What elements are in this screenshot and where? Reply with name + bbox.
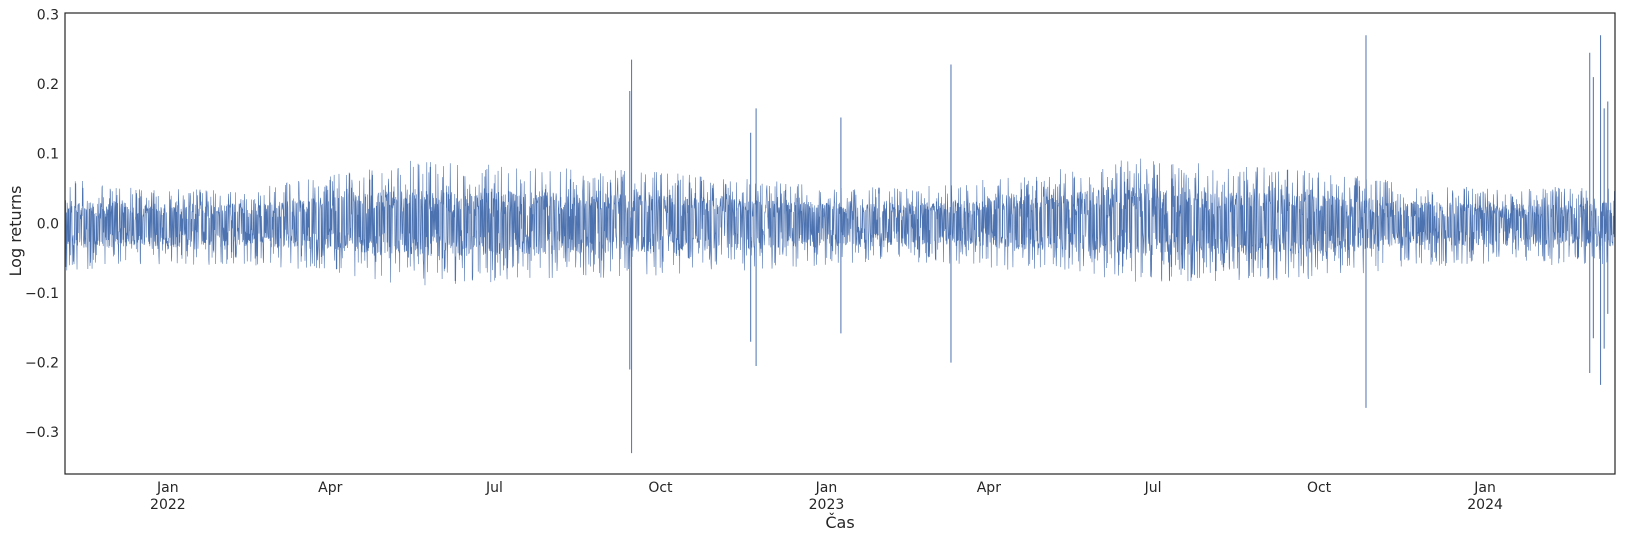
y-axis: 0.3 0.2 0.1 0.0 −0.1 −0.2 −0.3	[25, 7, 59, 441]
x-tick-year-label: 2022	[150, 497, 186, 513]
x-tick-label: Apr	[977, 480, 1001, 496]
y-tick-label: 0.1	[37, 147, 59, 163]
x-tick-label: Jul	[485, 480, 503, 496]
x-tick-label: Jan	[815, 480, 838, 496]
y-axis-label: Log returns	[6, 186, 25, 277]
x-tick-label: Jan	[156, 480, 179, 496]
x-tick-label: Oct	[1307, 480, 1332, 496]
y-tick-label: −0.3	[25, 425, 59, 441]
series-line	[64, 158, 1616, 286]
y-tick-label: 0.3	[37, 7, 59, 23]
y-tick-label: 0.2	[37, 77, 59, 93]
x-tick-label: Jan	[1473, 480, 1496, 496]
x-tick-label: Oct	[648, 480, 673, 496]
x-tick-year-label: 2023	[809, 497, 845, 513]
y-tick-label: −0.2	[25, 356, 59, 372]
y-tick-label: 0.0	[37, 216, 59, 232]
x-tick-label: Apr	[318, 480, 342, 496]
x-tick-label: Jul	[1144, 480, 1162, 496]
x-axis-label: Čas	[825, 513, 854, 532]
y-tick-label: −0.1	[25, 286, 59, 302]
plot-area	[64, 35, 1616, 454]
x-tick-year-label: 2024	[1467, 497, 1503, 513]
plot-frame	[64, 12, 1616, 475]
